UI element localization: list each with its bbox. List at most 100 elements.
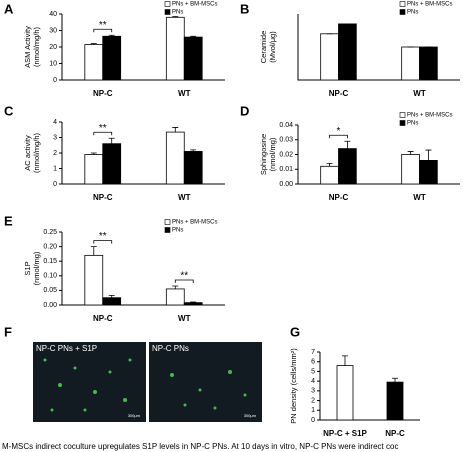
bar bbox=[84, 44, 104, 81]
legend-swatch bbox=[399, 1, 406, 7]
cells bbox=[43, 358, 247, 412]
y-tick-label: 3 bbox=[311, 388, 315, 395]
bar bbox=[320, 33, 339, 81]
bar bbox=[102, 143, 122, 185]
bar bbox=[419, 46, 438, 81]
scale-bar-label: 300μm bbox=[244, 413, 257, 418]
y-axis-label: PN density (cells/mm²) bbox=[289, 348, 298, 424]
error-bar bbox=[90, 246, 97, 256]
legend-swatch bbox=[399, 9, 406, 15]
y-tick-label: 6 bbox=[311, 359, 315, 366]
bar bbox=[338, 148, 357, 185]
y-axis-label: Sphingosine(nmol/mg) bbox=[259, 134, 277, 175]
x-tick-label: NP-C + S1P bbox=[323, 429, 367, 438]
error-bar bbox=[90, 43, 97, 45]
y-tick-label: 40 bbox=[49, 11, 57, 18]
legend-label: PNs + BM-MSCs bbox=[172, 220, 218, 226]
y-tick-label: 0.01 bbox=[279, 166, 293, 173]
bar bbox=[386, 381, 404, 421]
panel-label: G bbox=[290, 324, 300, 339]
error-bar bbox=[172, 16, 179, 18]
y-axis-label: AC activity(nmol/mg/h) bbox=[23, 132, 41, 173]
bar bbox=[165, 288, 185, 306]
y-tick-label: 0.03 bbox=[279, 137, 293, 144]
figure-f: F NP-C PNs + S1P NP-C PNs 300μm 300μm bbox=[4, 324, 262, 422]
y-tick-label: 2 bbox=[53, 150, 57, 157]
bar bbox=[183, 151, 203, 185]
y-axis-label: S1P(nmol/mg) bbox=[23, 251, 41, 285]
panel-label: D bbox=[240, 103, 249, 118]
bar bbox=[165, 131, 185, 185]
micrograph bbox=[33, 342, 146, 422]
y-tick-label: 2 bbox=[311, 397, 315, 404]
significance-bracket bbox=[93, 131, 113, 136]
x-tick-label: WT bbox=[178, 89, 191, 98]
x-tick-label: WT bbox=[178, 193, 191, 202]
error-bar bbox=[108, 137, 115, 144]
error-bar bbox=[190, 35, 197, 38]
legend-label: PNs + BM-MSCs bbox=[172, 2, 218, 8]
x-tick-label: NP-C bbox=[93, 193, 113, 202]
y-tick-label: 0.00 bbox=[43, 302, 57, 309]
legend-label: PNs + BM-MSCs bbox=[407, 2, 453, 8]
bar bbox=[183, 302, 203, 306]
error-bar bbox=[342, 355, 348, 366]
legend-swatch bbox=[164, 9, 171, 15]
significance-label: * bbox=[337, 126, 341, 137]
x-tick-label: NP-C bbox=[93, 89, 113, 98]
legend-swatch bbox=[164, 227, 171, 233]
x-tick-label: NP-C bbox=[93, 314, 113, 323]
y-axis-label: Ceramide(Mvol/μg) bbox=[259, 31, 277, 64]
y-tick-label: 1 bbox=[53, 165, 57, 172]
axis bbox=[319, 352, 420, 421]
y-tick-label: 20 bbox=[49, 44, 57, 51]
significance-bracket bbox=[93, 28, 113, 33]
bar bbox=[102, 297, 122, 306]
panel-label: F bbox=[4, 324, 12, 339]
y-tick-label: 0 bbox=[311, 417, 315, 424]
y-tick-label: 0 bbox=[53, 77, 57, 84]
error-bar bbox=[407, 151, 414, 155]
y-tick-label: 0.20 bbox=[43, 243, 57, 250]
legend-label: PNs bbox=[172, 10, 183, 16]
y-tick-label: 0.04 bbox=[279, 122, 293, 129]
y-tick-label: 0 bbox=[53, 181, 57, 188]
y-tick-label: 3 bbox=[53, 134, 57, 141]
error-bar bbox=[108, 294, 115, 298]
error-bar bbox=[172, 127, 179, 133]
significance-label: ** bbox=[99, 20, 107, 31]
panel-caption: NP-C PNs + S1P bbox=[36, 344, 97, 353]
bar bbox=[165, 16, 185, 81]
y-tick-label: 5 bbox=[311, 368, 315, 375]
significance-label: ** bbox=[99, 123, 107, 134]
y-tick-label: 7 bbox=[311, 349, 315, 356]
error-bar bbox=[90, 152, 97, 155]
bar bbox=[320, 165, 339, 185]
legend-swatch bbox=[399, 112, 406, 118]
bar bbox=[102, 35, 122, 81]
micrograph bbox=[149, 342, 262, 422]
y-tick-label: 0.10 bbox=[43, 273, 57, 280]
significance-label: ** bbox=[99, 231, 107, 242]
panel-label: B bbox=[240, 1, 249, 16]
bar bbox=[183, 36, 203, 81]
x-tick-label: WT bbox=[413, 89, 426, 98]
error-bar bbox=[392, 377, 398, 383]
y-tick-label: 0.05 bbox=[43, 287, 57, 294]
caption: M-MSCs indirect coculture upregulates S1… bbox=[2, 442, 398, 451]
y-tick-label: 0.15 bbox=[43, 258, 57, 265]
legend-label: PNs + BM-MSCs bbox=[407, 113, 453, 119]
legend-label: PNs bbox=[172, 228, 183, 234]
error-bar bbox=[108, 34, 115, 37]
bar bbox=[401, 154, 420, 185]
significance-label: ** bbox=[180, 271, 188, 282]
error-bar bbox=[425, 149, 432, 161]
error-bar bbox=[172, 285, 179, 289]
significance-bracket bbox=[174, 279, 194, 284]
legend-label: PNs bbox=[407, 121, 418, 127]
error-bar bbox=[326, 162, 333, 167]
x-tick-label: NP-C bbox=[329, 193, 349, 202]
bar bbox=[336, 365, 354, 421]
bar bbox=[84, 154, 104, 185]
